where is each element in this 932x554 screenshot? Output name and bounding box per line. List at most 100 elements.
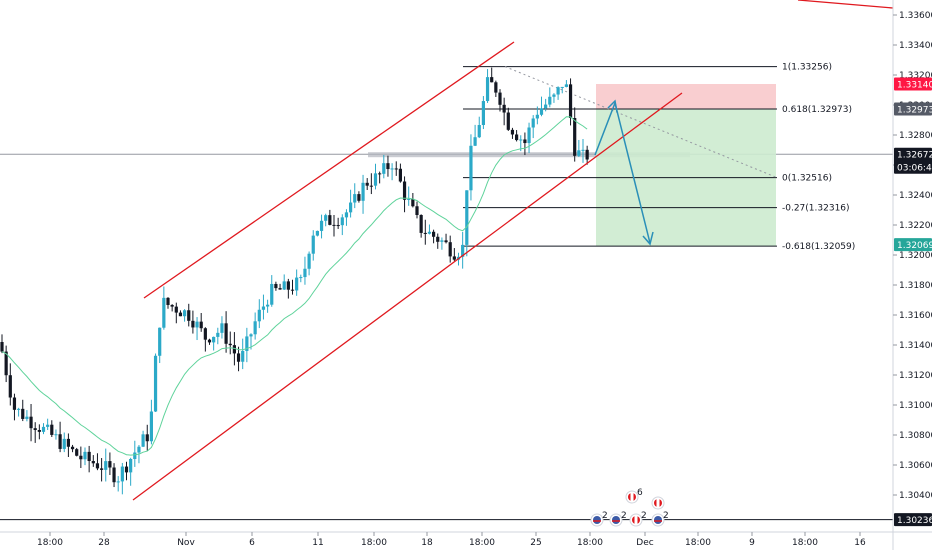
candle-body (153, 355, 158, 412)
y-tick-label: 1.32000 (899, 251, 932, 261)
candle-body (315, 230, 319, 236)
candle-body (477, 125, 481, 138)
x-tick-label: 18:00 (577, 538, 603, 548)
candle-body (183, 310, 187, 317)
candle-body (324, 215, 328, 221)
price-label-bottom (894, 513, 932, 527)
candle-body (224, 323, 228, 344)
x-tick-label: 18:00 (469, 538, 495, 548)
y-tick-label: 1.32200 (899, 221, 932, 231)
usa-flag-icon (593, 516, 601, 524)
x-tick-label: 18:00 (685, 538, 711, 548)
x-tick-label: Dec (636, 538, 653, 548)
arrow-head-down (642, 231, 654, 246)
candle-body (444, 240, 448, 243)
candle-body (402, 181, 407, 200)
candle-body (440, 240, 444, 242)
candle-body (174, 306, 178, 313)
fib-level-label: 0.618(1.32973) (782, 105, 852, 115)
candle-body (66, 438, 70, 447)
candle-body (58, 434, 62, 449)
channel-upper-line (143, 41, 515, 299)
candle-body (490, 77, 494, 83)
candle-body (37, 430, 41, 432)
candle-body (556, 87, 560, 95)
candle-body (199, 321, 203, 329)
candle-body (386, 163, 390, 170)
candle-body (278, 288, 282, 290)
candle-body (382, 163, 386, 174)
candle-body (0, 342, 4, 352)
candle-body (436, 236, 440, 242)
candle-body (299, 277, 303, 279)
candle-body (50, 424, 54, 435)
event-count: 2 (602, 511, 608, 521)
candle-body (560, 86, 564, 88)
candle-body (236, 353, 241, 362)
event-count: 2 (621, 511, 627, 521)
candle-body (104, 461, 108, 470)
candle-body (17, 408, 21, 410)
x-tick-label: 18:00 (361, 538, 387, 548)
ema-line (1, 116, 588, 456)
y-tick-label: 1.33600 (899, 11, 932, 21)
candle-body (261, 306, 266, 310)
candle-body (519, 139, 523, 141)
candle-body (220, 323, 224, 333)
price-label-current (894, 147, 932, 174)
candle-body (270, 283, 274, 305)
fibonacci-levels: 1(1.33256) 0.618(1.32973) 0(1.32516) -0.27(… (463, 63, 855, 252)
candle-body (91, 461, 95, 464)
economic-events: 6 2 2 2 2 (590, 488, 669, 527)
candle-body (191, 320, 195, 328)
candle-body (178, 312, 183, 317)
candle-body (112, 467, 116, 483)
candle-body (274, 283, 278, 289)
price-label-stop (894, 77, 932, 91)
trendline-top-right (797, 0, 894, 9)
y-tick-label: 1.32800 (899, 131, 932, 141)
candle-body (539, 108, 544, 115)
resistance-zone-bar (368, 152, 690, 158)
candle-body (564, 84, 568, 87)
candle-body (100, 468, 104, 470)
x-tick-label: 28 (98, 538, 110, 548)
candle-body (203, 328, 207, 340)
arrow-head-up (607, 99, 618, 113)
price-label-text-target: 1.32069 (897, 241, 932, 251)
candle-body (232, 345, 236, 354)
candle-body (353, 194, 357, 203)
candle-body (373, 173, 378, 186)
candle-body (552, 94, 556, 97)
price-label-target (894, 238, 932, 252)
fib-level-label: -0.618(1.32059) (782, 242, 855, 252)
candle-body (307, 253, 311, 269)
candle-body (228, 343, 232, 346)
candle-body (506, 112, 510, 130)
candle-body (485, 77, 490, 102)
candle-body (390, 168, 394, 170)
x-tick-label: 25 (530, 538, 541, 548)
candle-body (21, 408, 25, 419)
candle-body (149, 411, 153, 442)
price-label-fib618 (894, 102, 932, 116)
candle-body (249, 334, 253, 337)
candle-body (581, 149, 585, 151)
candle-body (319, 220, 324, 231)
candle-body (548, 96, 552, 105)
candle-body (245, 336, 249, 351)
x-tick-label: Nov (177, 538, 195, 548)
y-tick-label: 1.31200 (899, 371, 932, 381)
candle-body (162, 297, 166, 328)
y-tick-label: 1.30800 (899, 431, 932, 441)
candle-body (398, 168, 402, 182)
canada-flag-stripe (634, 516, 638, 524)
candle-body (473, 137, 477, 146)
x-tick-label: 11 (312, 538, 323, 548)
y-tick-label: 1.31600 (899, 311, 932, 321)
candle-body (120, 466, 124, 482)
candle-body (369, 185, 373, 187)
candle-body (523, 139, 527, 144)
